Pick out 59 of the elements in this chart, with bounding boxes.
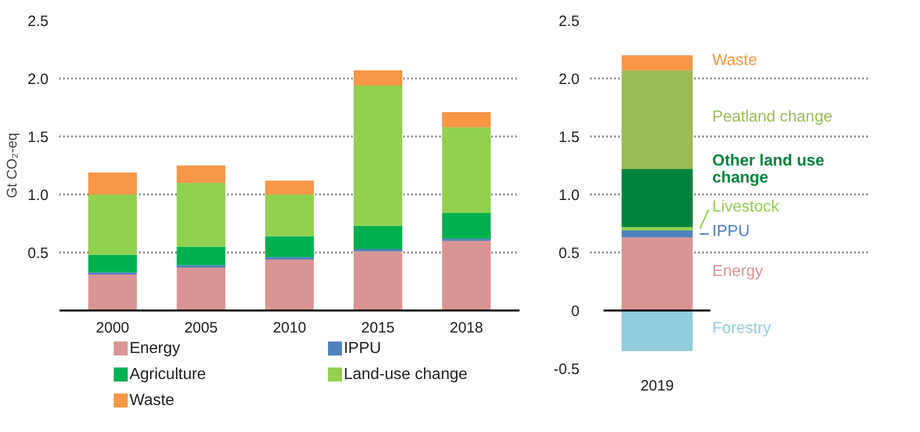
bar [176, 246, 226, 266]
bar [176, 182, 226, 247]
series-label: Energy [712, 262, 763, 280]
bar [354, 251, 402, 310]
bar [354, 226, 402, 250]
y-axis-title: Gt CO₂-eq [4, 132, 20, 198]
bar [622, 55, 693, 70]
y-tick-label: 1.0 [28, 187, 49, 204]
bar [622, 168, 693, 227]
bar [88, 272, 137, 275]
y-tick-label: 1.5 [28, 129, 49, 146]
x-tick-label: 2000 [96, 320, 130, 336]
bar [622, 70, 693, 169]
x-tick-label: 2005 [184, 320, 218, 336]
series-label: Other land use change [712, 152, 824, 186]
legend-label: Land-use change [344, 366, 468, 383]
bar [442, 213, 491, 239]
bar [442, 240, 491, 310]
bar [265, 194, 314, 236]
x-tick-label: 2015 [361, 320, 395, 336]
bar [622, 230, 693, 238]
bar [88, 274, 137, 310]
bar [622, 237, 693, 310]
bar [622, 226, 693, 230]
bar [354, 70, 402, 86]
x-tick-label: 2010 [272, 320, 306, 336]
y-tick-label: 1.0 [558, 187, 580, 204]
legend-label: IPPU [712, 222, 750, 240]
y-tick-label: 2.5 [558, 13, 580, 30]
y-tick-label: 0 [571, 303, 580, 320]
legend-label: Energy [129, 340, 180, 357]
x-tick-label: 2019 [640, 378, 674, 394]
y-tick-label: 2.5 [28, 13, 49, 30]
series-label: Forestry [712, 320, 771, 337]
y-tick-label: 0.5 [28, 245, 49, 262]
bar [354, 85, 402, 226]
series-label: Waste [712, 52, 758, 69]
legend-label: IPPU [344, 340, 382, 357]
legend-label: Agriculture [129, 366, 206, 383]
x-tick-label: 2018 [450, 320, 484, 336]
bar [265, 259, 314, 310]
bar [265, 180, 314, 194]
y-tick-label: 1.5 [558, 129, 580, 146]
bar [176, 268, 226, 310]
bar [88, 254, 137, 272]
bar [442, 112, 491, 128]
y-tick-label: 2.0 [558, 71, 580, 88]
bar [265, 236, 314, 258]
legend-label: Waste [129, 392, 174, 409]
bar [176, 166, 226, 183]
series-label: Peatland change [712, 108, 832, 126]
bar [88, 172, 137, 194]
y-tick-label: 0.5 [558, 245, 580, 262]
y-tick-label: 2.0 [28, 71, 49, 88]
bar [622, 310, 693, 352]
y-tick-label: -0.5 [554, 361, 580, 378]
bar [88, 194, 137, 255]
series-label: Livestock [712, 198, 780, 216]
bar [442, 127, 491, 214]
